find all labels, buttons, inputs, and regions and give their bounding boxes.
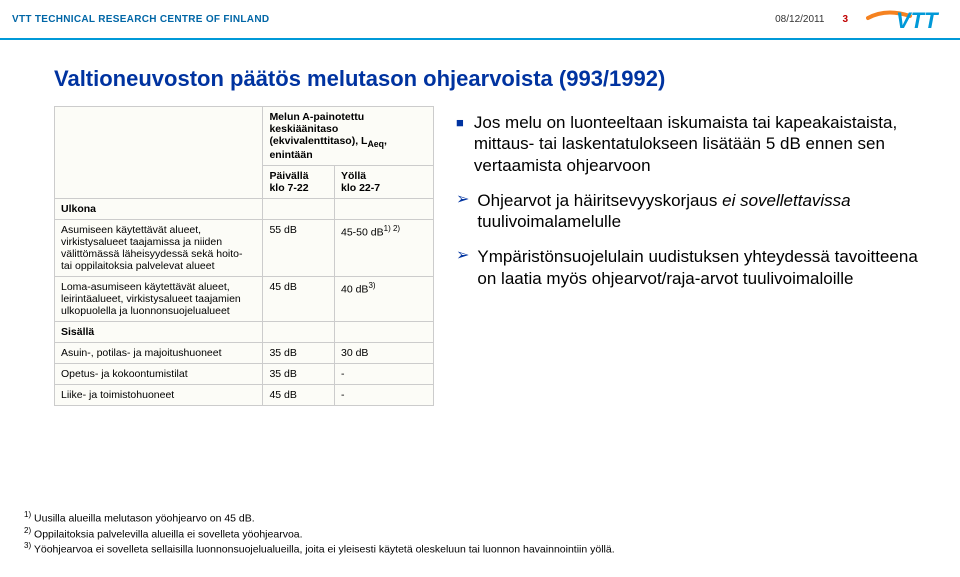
bullet-arrow-2: ➢ Ympäristönsuojelulain uudistuksen yhte… <box>456 246 930 289</box>
footnote-3: 3) Yöohjearvoa ei sovelleta sellaisilla … <box>24 541 615 557</box>
page-number: 3 <box>842 14 848 25</box>
arrow-icon: ➢ <box>456 190 469 233</box>
h-l1: keskiäänitaso <box>269 123 338 135</box>
page-title: Valtioneuvoston päätös melutason ohjearv… <box>54 66 960 92</box>
h-l0: Melun A-painotettu <box>269 111 364 123</box>
header-right: 08/12/2011 3 VTT <box>775 4 948 34</box>
table-row: Sisällä <box>55 322 434 343</box>
arrow-icon: ➢ <box>456 246 469 289</box>
h-l3: enintään <box>269 149 312 161</box>
svg-text:VTT: VTT <box>896 8 939 33</box>
table-row: Asuin-, potilas- ja majoitushuoneet35 dB… <box>55 343 434 364</box>
footnote-2: 2) Oppilaitoksia palvelevilla alueilla e… <box>24 526 615 542</box>
arrow2-text: Ympäristönsuojelulain uudistuksen yhteyd… <box>477 246 930 289</box>
date: 08/12/2011 <box>775 14 824 25</box>
footnote-1: 1) Uusilla alueilla melutason yöohjearvo… <box>24 510 615 526</box>
bullet-list: ■ Jos melu on luonteeltaan iskumaista ta… <box>456 106 960 406</box>
table-row: Loma-asumiseen käytettävät alueet, leiri… <box>55 277 434 322</box>
h-l2: (ekvivalenttitaso), L <box>269 135 367 147</box>
bullet-main-text: Jos melu on luonteeltaan iskumaista tai … <box>474 112 930 176</box>
bullet-main: ■ Jos melu on luonteeltaan iskumaista ta… <box>456 112 930 176</box>
org-name: VTT TECHNICAL RESEARCH CENTRE OF FINLAND <box>12 14 269 25</box>
table-row: Liike- ja toimistohuoneet45 dB- <box>55 385 434 406</box>
square-bullet-icon: ■ <box>456 115 464 176</box>
arrow1-text: Ohjearvot ja häiritsevyyskorjaus ei sove… <box>477 190 930 233</box>
content: Melun A-painotettu keskiäänitaso (ekviva… <box>0 106 960 406</box>
h-sub: Aeq <box>367 139 384 149</box>
table-row: Asumiseen käytettävät alueet, virkistysa… <box>55 220 434 277</box>
col-day: Päivälläklo 7-22 <box>263 166 335 199</box>
col-night: Yölläklo 22-7 <box>335 166 434 199</box>
noise-table: Melun A-painotettu keskiäänitaso (ekviva… <box>54 106 434 406</box>
header: VTT TECHNICAL RESEARCH CENTRE OF FINLAND… <box>0 0 960 40</box>
table-row: Opetus- ja kokoontumistilat35 dB- <box>55 364 434 385</box>
bullet-arrow-1: ➢ Ohjearvot ja häiritsevyyskorjaus ei so… <box>456 190 930 233</box>
table-header-main: Melun A-painotettu keskiäänitaso (ekviva… <box>263 107 434 166</box>
table-row: Ulkona <box>55 199 434 220</box>
footnotes: 1) Uusilla alueilla melutason yöohjearvo… <box>24 510 615 557</box>
noise-table-wrap: Melun A-painotettu keskiäänitaso (ekviva… <box>54 106 434 406</box>
vtt-logo: VTT <box>866 4 948 34</box>
